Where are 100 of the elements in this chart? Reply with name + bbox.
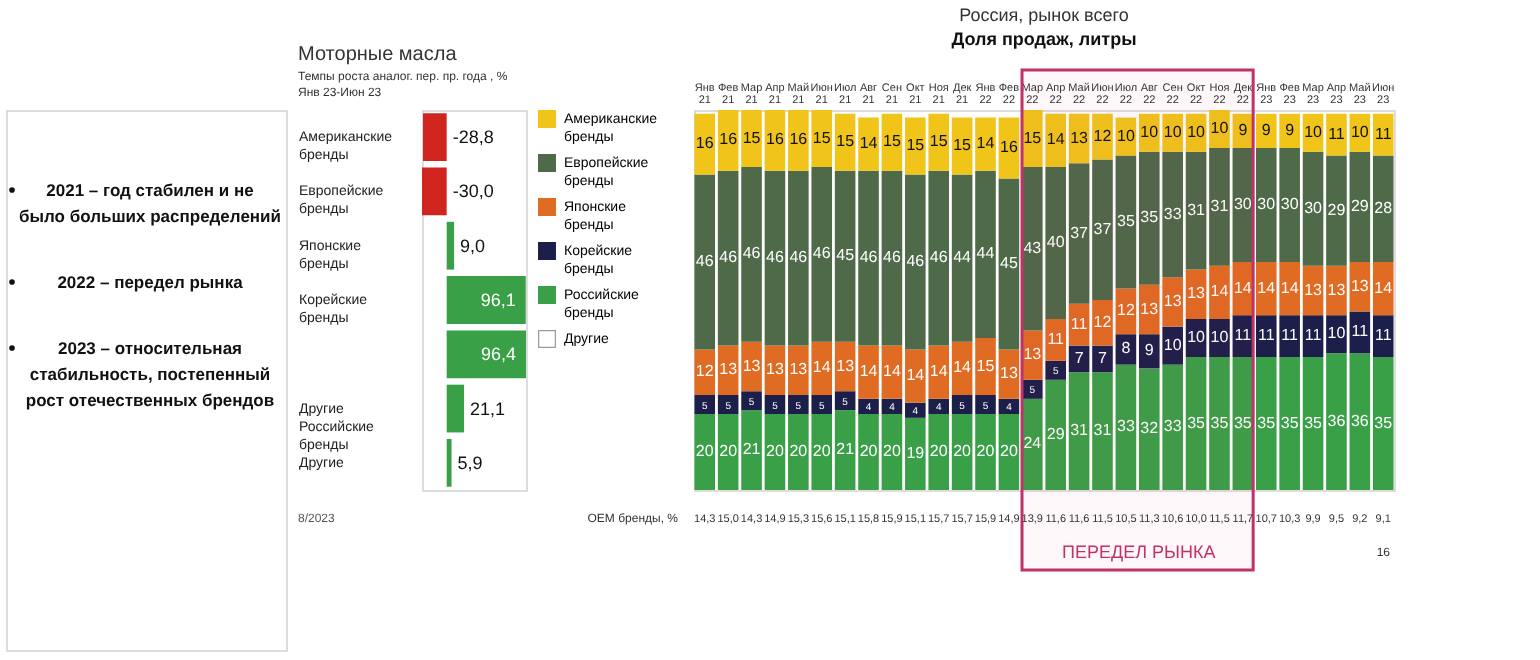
band-label: ПЕРЕДЕЛ РЫНКА [1062,542,1216,562]
data-label: 14 [1280,278,1300,297]
data-label: 10 [1327,324,1347,343]
bar [422,167,447,216]
data-label: 13 [1163,291,1183,310]
data-label: 10 [1140,122,1160,141]
data-label: 16 [789,130,809,149]
data-label: 7 [1098,348,1109,367]
chart-subtitle: Доля продаж, литры [951,28,1138,49]
data-label: 46 [929,248,949,267]
data-label: 14 [812,358,832,377]
data-label: 11 [1234,326,1253,345]
data-label: 15 [742,128,762,147]
data-label: 30 [1257,195,1277,213]
data-label: 11 [1047,329,1066,348]
chart-title: Моторные масла [298,44,458,66]
data-label: 11 [1257,326,1276,345]
data-label: 13 [836,356,856,375]
data-label: 46 [812,244,832,263]
data-label: 15 [836,132,856,151]
data-label: 31 [1093,421,1113,440]
data-label: 13 [1327,280,1347,299]
data-label: 10 [1350,122,1370,141]
data-label: 11 [1374,326,1393,345]
data-label: 29 [1350,196,1370,215]
data-label: 21,1 [470,398,506,419]
data-label: 36 [1327,411,1347,430]
data-label: 40 [1046,233,1066,251]
data-label: 46 [742,244,762,263]
data-label: 33 [1163,417,1183,436]
data-label: 44 [976,244,996,263]
data-label: 10 [1163,335,1183,354]
data-label: 20 [929,442,949,460]
data-label: 11 [1070,314,1089,333]
data-label: 20 [953,442,973,460]
data-label: 13 [719,360,739,379]
data-label: 14 [953,358,973,377]
data-label: 9 [1285,120,1296,139]
data-label: 21 [836,440,856,459]
bar [446,221,455,270]
data-label: 11 [1351,322,1370,341]
data-label: 28 [1374,198,1394,217]
data-label: 12 [1093,126,1113,145]
data-label: 12 [1116,301,1136,320]
data-label: 35 [1257,413,1277,432]
data-label: 20 [766,442,785,460]
data-label: 46 [789,248,809,267]
data-label: 10 [1210,119,1230,137]
data-label: 10 [1187,328,1207,346]
data-label: 13 [766,360,785,379]
data-label: 11 [1281,326,1300,345]
data-label: 46 [906,252,926,270]
data-label: 20 [859,442,879,460]
data-label: 12 [695,362,715,381]
bar [446,384,465,433]
data-label: 31 [1070,421,1090,440]
data-label: 10 [1116,126,1136,145]
data-label: 7 [1074,348,1085,367]
data-label: 46 [766,248,785,267]
data-label: 14 [883,362,902,381]
data-label: 20 [812,442,832,460]
data-label: 14 [1210,282,1230,301]
data-label: 15 [1023,128,1043,147]
data-label: 10 [1304,122,1324,141]
data-label: 46 [695,252,715,270]
data-label: -28,8 [452,127,494,148]
data-label: 30 [1304,198,1324,217]
data-label: 44 [953,248,973,267]
data-label: 14 [1374,278,1394,297]
data-label: 14 [1233,278,1253,297]
data-label: 14 [929,362,949,381]
data-label: 11 [1374,124,1393,143]
data-label: 24 [1023,434,1043,453]
text: 2023 – относительная стабильность, постепенный рост отечественных брендов [25,338,275,410]
data-label: 10 [1210,328,1230,346]
data-label: 14 [976,134,996,153]
bar [446,438,452,487]
data-label: 45 [836,246,856,265]
data-label: 11 [1328,124,1346,143]
data-label: 13 [1000,364,1019,383]
data-label: 30 [1233,195,1253,213]
data-label: 14 [1046,130,1066,149]
data-label: 12 [1093,312,1113,331]
data-label: 35 [1210,413,1230,432]
data-label: 9,0 [460,235,486,256]
data-label: 16 [695,134,715,153]
chart-title: Россия, рынок всего [959,4,1129,25]
data-label: 35 [1374,413,1394,432]
data-label: 8 [1121,339,1132,358]
bar [446,330,526,379]
data-label: 35 [1233,413,1253,432]
data-label: 46 [719,248,739,267]
data-label: 9 [1238,120,1249,139]
data-label: 11 [1304,326,1323,345]
data-label: 15 [953,136,973,155]
data-label: 15 [929,132,949,151]
data-label: 33 [1116,417,1136,436]
data-label: 30 [1280,195,1300,213]
data-label: 19 [906,443,926,462]
data-label: 10 [1163,122,1183,141]
